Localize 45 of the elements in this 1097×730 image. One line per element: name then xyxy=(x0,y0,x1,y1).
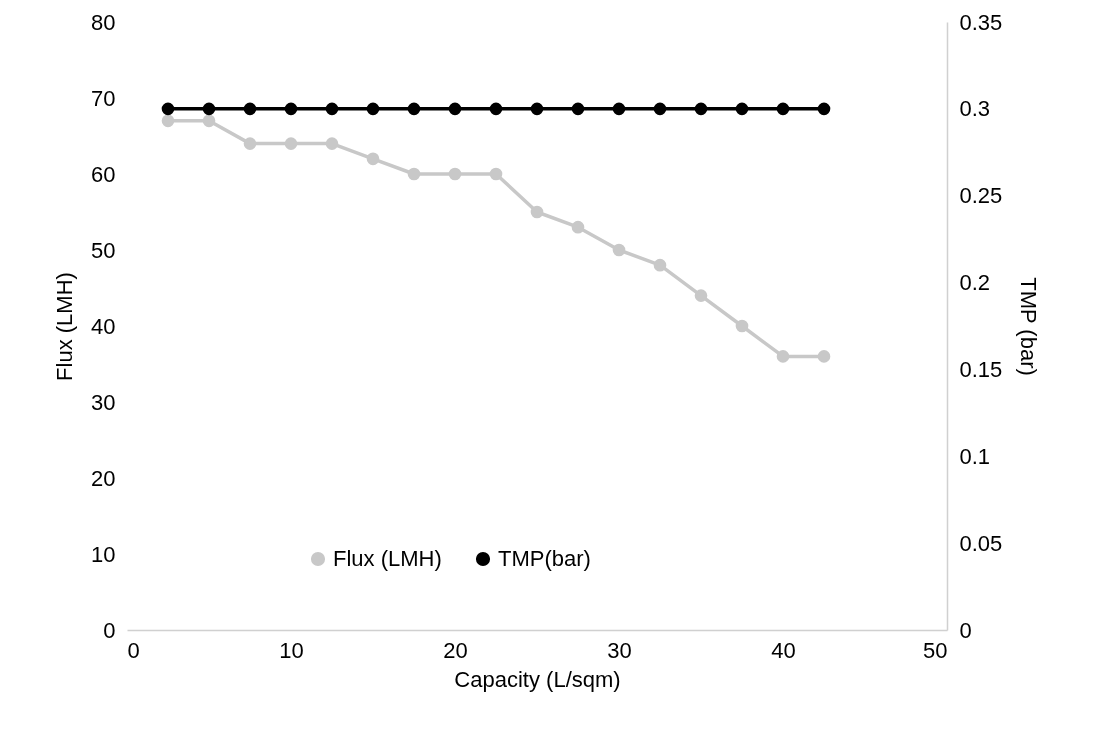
y2-tick-label: 0 xyxy=(959,617,972,643)
x-tick-label: 0 xyxy=(127,637,140,663)
point xyxy=(776,350,790,363)
y-tick-label: 40 xyxy=(91,313,116,339)
x-tick-label: 10 xyxy=(279,637,304,663)
y2-tick-label: 0.15 xyxy=(959,356,1003,382)
point xyxy=(284,137,298,150)
y2-tick-label: 0.1 xyxy=(959,443,991,469)
point xyxy=(612,243,626,257)
point xyxy=(694,289,708,302)
y-tick-label: 20 xyxy=(91,465,116,491)
point xyxy=(489,167,503,181)
x-tick-label: 20 xyxy=(443,637,468,663)
point xyxy=(653,258,667,272)
point xyxy=(817,350,831,363)
y2-tick-label: 0.3 xyxy=(959,96,991,122)
point xyxy=(325,137,339,150)
y-tick-label: 10 xyxy=(91,541,116,567)
x-tick-label: 40 xyxy=(771,637,796,663)
x-tick-label: 50 xyxy=(923,637,948,663)
point xyxy=(530,205,544,219)
legend-label: Flux (LMH) xyxy=(333,546,442,571)
y2-tick-label: 0.25 xyxy=(959,183,1003,209)
point xyxy=(161,114,175,128)
y-axis-title: Flux (LMH) xyxy=(52,272,78,381)
y-tick-label: 50 xyxy=(91,237,116,263)
y-tick-label: 0 xyxy=(103,617,116,643)
point xyxy=(202,114,216,128)
x-axis-title: Capacity (L/sqm) xyxy=(454,666,621,692)
y-tick-label: 30 xyxy=(91,389,116,415)
point xyxy=(243,137,257,150)
legend-label: TMP(bar) xyxy=(498,546,591,571)
point xyxy=(571,220,585,234)
y2-tick-label: 0.05 xyxy=(959,530,1003,556)
point xyxy=(407,167,421,181)
y2-tick-label: 0.2 xyxy=(959,270,991,296)
y2-axis-title: TMP (bar) xyxy=(1016,277,1042,376)
y2-tick-label: 0.35 xyxy=(959,9,1003,35)
x-tick-label: 30 xyxy=(607,637,632,663)
y-tick-label: 60 xyxy=(91,161,116,187)
point xyxy=(735,319,749,333)
point xyxy=(448,167,462,181)
y-tick-label: 80 xyxy=(91,9,116,35)
point xyxy=(366,152,380,166)
y-tick-label: 70 xyxy=(91,85,116,111)
